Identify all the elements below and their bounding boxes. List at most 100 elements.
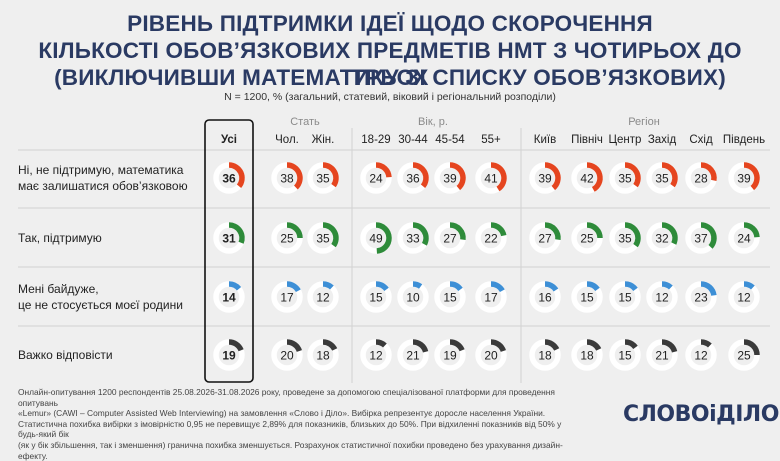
donut-arc	[228, 222, 245, 244]
value-label: 17	[280, 291, 294, 305]
value-label: 35	[316, 232, 330, 246]
value-label: 15	[369, 291, 383, 305]
column-header: 18-29	[361, 134, 390, 146]
value-label: 28	[694, 172, 708, 186]
donut-arc	[449, 162, 466, 191]
donut-arc	[586, 162, 603, 192]
value-label: 12	[316, 291, 330, 305]
row-label: має залишатися обов’язковою	[18, 179, 188, 193]
column-header: Жін.	[312, 134, 335, 146]
value-label: 19	[443, 349, 457, 363]
donut-arc	[449, 222, 466, 240]
donut-arc	[286, 281, 301, 293]
donut-arc	[743, 339, 760, 356]
logo-amp: і	[709, 402, 717, 427]
logo-word-2: ДІЛО	[716, 402, 779, 427]
column-header: 55+	[481, 134, 501, 146]
value-label: 38	[280, 172, 294, 186]
value-label: 25	[737, 349, 751, 363]
value-label: 24	[737, 232, 751, 246]
donut-arc	[700, 281, 717, 296]
value-label: 32	[655, 232, 669, 246]
donut-arc	[286, 162, 303, 190]
title-line-2: КІЛЬКОСТІ ОБОВ’ЯЗКОВИХ ПРЕДМЕТІВ НМТ З Ч…	[38, 38, 742, 90]
value-label: 12	[737, 291, 751, 305]
donut-arc	[586, 222, 603, 239]
donut-arc	[544, 222, 561, 240]
group-label: Стать	[290, 116, 320, 128]
donut-arc	[322, 222, 339, 248]
title-line-1: РІВЕНЬ ПІДТРИМКИ ІДЕЇ ЩОДО СКОРОЧЕННЯ	[127, 11, 653, 36]
value-label: 15	[618, 349, 632, 363]
donut-arc	[286, 339, 302, 353]
value-label: 23	[694, 291, 708, 305]
value-label: 16	[538, 291, 552, 305]
value-label: 18	[538, 349, 552, 363]
donut-arc	[700, 222, 717, 249]
title-line-3: (ВИКЛЮЧИВШИ МАТЕМАТИКУ ЗІ СПИСКУ ОБОВ’ЯЗ…	[54, 65, 726, 90]
donut-arc	[743, 281, 755, 290]
donut-arc	[743, 162, 760, 191]
donut-arc	[322, 339, 338, 351]
donut-arc	[490, 222, 507, 237]
value-label: 15	[618, 291, 632, 305]
value-label: 21	[406, 349, 420, 363]
value-label: 24	[369, 172, 383, 186]
value-label: 35	[618, 172, 632, 186]
donut-arc	[624, 162, 641, 188]
slovo-i-dilo-logo: СЛОВОіДІЛО	[623, 402, 779, 427]
column-header: Захід	[648, 134, 677, 146]
donut-arc	[661, 281, 673, 290]
column-header: 45-54	[435, 134, 465, 146]
donut-arc	[624, 222, 641, 248]
value-label: 12	[369, 349, 383, 363]
value-label: 21	[655, 349, 669, 363]
value-label: 14	[222, 291, 236, 305]
column-header: Усі	[221, 134, 237, 146]
donut-arc	[586, 339, 602, 351]
value-label: 20	[280, 349, 294, 363]
column-header: Схід	[689, 134, 713, 146]
infographic: РІВЕНЬ ПІДТРИМКИ ІДЕЇ ЩОДО СКОРОЧЕННЯ КІ…	[18, 11, 779, 461]
logo-word-1: СЛОВО	[623, 402, 710, 427]
value-label: 19	[222, 349, 236, 363]
value-label: 15	[580, 291, 594, 305]
value-label: 22	[484, 232, 498, 246]
donut-arc	[700, 339, 712, 348]
donut-arc	[375, 339, 387, 348]
donut-arc	[412, 162, 429, 189]
footnote-line-4: (як у бік збільшення, так і зменшення) г…	[18, 439, 563, 461]
row-label: Мені байдуже,	[18, 282, 99, 296]
donut-arc	[228, 339, 244, 352]
donut-arc	[228, 281, 242, 291]
value-label: 35	[316, 172, 330, 186]
value-label: 25	[580, 232, 594, 246]
footnote-line-2: «Lemur» (CAWI – Computer Assisted Web In…	[18, 408, 546, 419]
donut-arc	[375, 162, 392, 178]
value-label: 49	[369, 232, 383, 246]
value-label: 18	[580, 349, 594, 363]
value-label: 35	[618, 232, 632, 246]
column-header: Київ	[534, 134, 556, 146]
donut-arc	[544, 281, 559, 292]
value-label: 12	[694, 349, 708, 363]
column-header: Чол.	[275, 134, 299, 146]
donut-arc	[449, 339, 465, 352]
value-label: 42	[580, 172, 594, 186]
value-label: 17	[484, 291, 498, 305]
donut-arc	[544, 162, 561, 191]
value-label: 39	[737, 172, 751, 186]
donut-arc	[661, 222, 678, 245]
value-label: 36	[406, 172, 420, 186]
donut-arc	[322, 281, 334, 290]
value-label: 15	[443, 291, 457, 305]
value-label: 12	[655, 291, 669, 305]
donut-arc	[449, 281, 463, 292]
donut-arc	[624, 339, 638, 350]
donut-arc	[412, 222, 429, 246]
group-label: Регіон	[628, 116, 660, 128]
donut-arc	[700, 162, 717, 181]
donut-arc	[490, 162, 507, 192]
value-label: 20	[484, 349, 498, 363]
value-label: 25	[280, 232, 294, 246]
